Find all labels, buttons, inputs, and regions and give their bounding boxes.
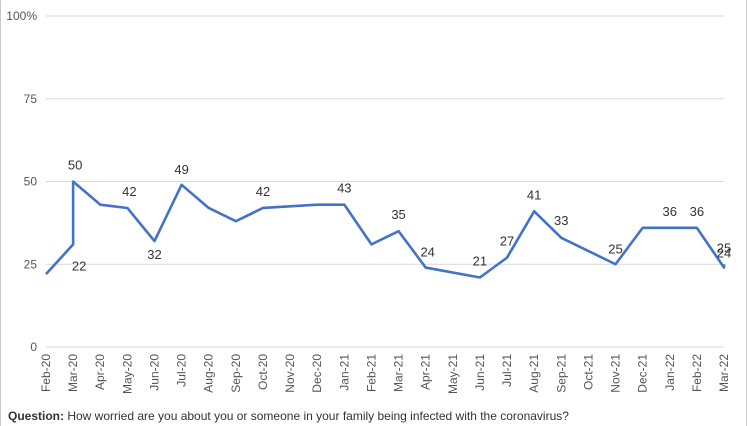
- x-tick-label: Feb-21: [364, 354, 378, 392]
- x-tick-label: Jun-20: [147, 354, 161, 391]
- data-label: 33: [554, 213, 568, 228]
- x-tick-label: Jun-21: [473, 354, 487, 391]
- y-tick-label: 25: [24, 257, 38, 271]
- x-tick-label: Feb-20: [39, 354, 53, 392]
- x-axis-tick-labels: Feb-20 Mar-20 Apr-20 May-20 Jun-20 Jul-20 Aug-…: [39, 354, 731, 394]
- x-tick-label: Jul-20: [175, 354, 189, 387]
- y-tick-label: 0: [30, 340, 37, 354]
- data-label: 43: [337, 181, 351, 196]
- series-line-worried: [45, 180, 726, 279]
- data-label: 36: [690, 204, 704, 219]
- y-axis-tick-labels: 0 25 50 75 100%: [6, 9, 37, 354]
- data-label: 36: [663, 204, 677, 219]
- x-tick-label: Jul-21: [500, 354, 514, 387]
- x-tick-label: Aug-21: [527, 354, 541, 393]
- x-tick-label: Jan-21: [337, 354, 351, 391]
- data-label: 21: [473, 253, 487, 268]
- data-label: 25: [717, 240, 731, 255]
- data-label: 35: [391, 207, 405, 222]
- x-tick-label: Sep-21: [554, 354, 568, 393]
- x-tick-label: Dec-21: [636, 354, 650, 393]
- x-tick-label: Feb-22: [690, 354, 704, 392]
- left-frame-border: [0, 0, 1, 426]
- line-chart: 0 25 50 75 100% Feb-20 Mar-20 Apr-20 May-20 Jun-…: [6, 9, 731, 394]
- question-caption: Question: How worried are you about you …: [8, 409, 569, 423]
- data-label: 42: [256, 184, 270, 199]
- x-tick-label: Sep-20: [229, 354, 243, 393]
- x-tick-label: Apr-20: [93, 354, 107, 390]
- y-tick-label: 100%: [6, 9, 37, 23]
- data-label: 24: [717, 246, 731, 261]
- data-label: 32: [147, 247, 161, 262]
- data-label: 50: [68, 158, 82, 173]
- grid-lines: [46, 15, 724, 348]
- data-label: 42: [122, 184, 136, 199]
- y-tick-label: 50: [24, 175, 38, 189]
- data-label: 22: [72, 258, 86, 273]
- x-tick-label: May-21: [446, 354, 460, 394]
- data-label: 49: [174, 162, 188, 177]
- x-tick-label: Jan-22: [663, 354, 677, 391]
- x-tick-label: Mar-22: [717, 354, 731, 392]
- x-tick-label: Oct-20: [256, 354, 270, 390]
- data-label: 25: [608, 241, 622, 256]
- data-label: 41: [527, 187, 541, 202]
- caption-prefix: Question:: [8, 409, 64, 423]
- data-label: 27: [500, 234, 514, 249]
- data-label: 24: [420, 245, 434, 260]
- x-tick-label: Mar-20: [66, 354, 80, 392]
- x-tick-label: Mar-21: [392, 354, 406, 392]
- series-line: [45, 180, 726, 279]
- x-tick-label: Nov-21: [609, 354, 623, 393]
- x-tick-label: Nov-20: [283, 354, 297, 393]
- x-tick-label: Aug-20: [202, 354, 216, 393]
- x-tick-label: May-20: [120, 354, 134, 394]
- x-tick-label: Oct-21: [581, 354, 595, 390]
- y-tick-label: 75: [24, 92, 38, 106]
- caption-text: How worried are you about you or someone…: [64, 409, 569, 423]
- x-tick-label: Dec-20: [310, 354, 324, 393]
- x-tick-label: Apr-21: [419, 354, 433, 390]
